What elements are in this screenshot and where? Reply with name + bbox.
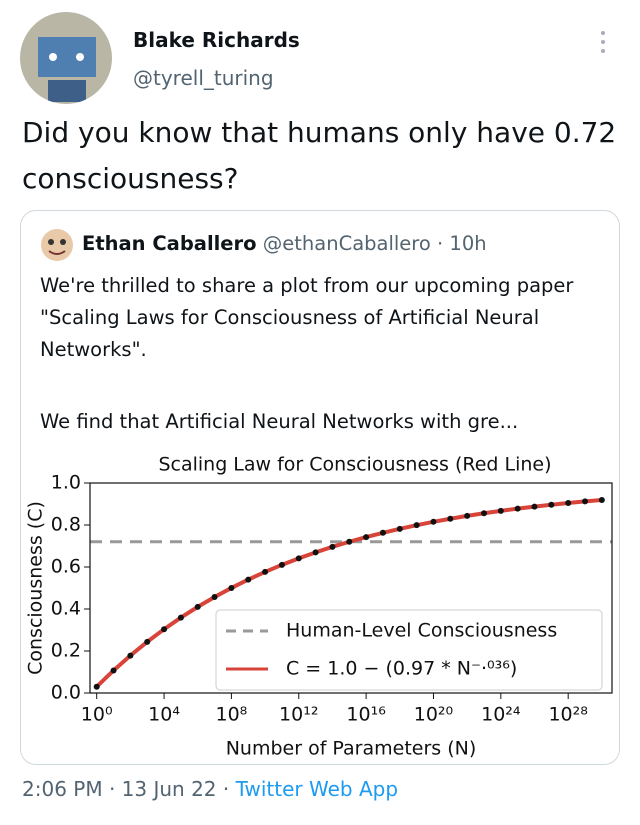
- x-tick-label: 10¹⁶: [346, 704, 385, 726]
- data-point: [211, 594, 218, 601]
- data-point: [245, 576, 252, 583]
- y-tick-label: 0.2: [51, 640, 81, 662]
- data-point: [565, 500, 572, 507]
- data-point: [363, 534, 370, 541]
- timestamp[interactable]: 2:06 PM · 13 Jun 22 ·: [22, 777, 236, 801]
- quoted-text: We're thrilled to share a plot from our …: [40, 274, 574, 361]
- data-point: [329, 543, 336, 550]
- data-point: [464, 512, 471, 519]
- quoted-text: We find that Artificial Neural Networks …: [40, 410, 519, 433]
- data-point: [531, 503, 538, 510]
- data-point: [161, 626, 168, 633]
- data-point: [430, 518, 437, 525]
- quoted-author-handle[interactable]: @ethanCaballero: [262, 232, 431, 255]
- data-point: [177, 614, 184, 621]
- avatar[interactable]: [20, 12, 115, 107]
- data-point: [144, 638, 151, 645]
- data-point: [278, 561, 285, 568]
- data-point: [598, 496, 605, 503]
- data-point: [295, 555, 302, 562]
- x-axis-label: Number of Parameters (N): [226, 738, 477, 760]
- x-tick-label: 10⁴: [148, 704, 180, 726]
- quoted-avatar[interactable]: [40, 228, 74, 262]
- x-tick-label: 10¹²: [279, 704, 318, 726]
- x-tick-label: 10⁰: [81, 704, 113, 726]
- y-tick-label: 0.0: [51, 682, 81, 704]
- y-axis-label: Consciousness (C): [25, 501, 47, 675]
- quoted-tweet[interactable]: [20, 210, 620, 765]
- data-point: [228, 584, 235, 591]
- x-tick-label: 10²⁸: [548, 704, 587, 726]
- data-point: [262, 568, 269, 575]
- y-tick-label: 0.8: [51, 514, 81, 536]
- x-tick-label: 10⁸: [216, 704, 248, 726]
- author-handle[interactable]: @tyrell_turing: [133, 66, 274, 90]
- tweet-text: Did you know that humans only have 0.72 …: [22, 116, 617, 195]
- data-point: [93, 683, 100, 690]
- quoted-time[interactable]: · 10h: [437, 232, 487, 255]
- data-point: [497, 507, 504, 514]
- data-point: [447, 515, 454, 522]
- x-tick-label: 10²⁰: [414, 704, 453, 726]
- legend: Human-Level Consciousness C = 1.0 − (0.97…: [215, 609, 603, 691]
- source-link[interactable]: Twitter Web App: [235, 777, 399, 801]
- data-point: [548, 501, 555, 508]
- data-point: [194, 603, 201, 610]
- author-name[interactable]: Blake Richards: [133, 28, 300, 52]
- legend-label: C = 1.0 − (0.97 * N⁻·⁰³⁶): [286, 658, 517, 680]
- data-point: [582, 498, 589, 505]
- data-point: [346, 538, 353, 545]
- data-point: [480, 510, 487, 517]
- data-point: [110, 667, 117, 674]
- tweet-footer: 2:06 PM · 13 Jun 22 · Twitter Web App: [22, 777, 398, 801]
- data-point: [312, 549, 319, 556]
- y-tick-label: 0.6: [51, 556, 81, 578]
- data-point: [379, 529, 386, 536]
- chart-title: Scaling Law for Consciousness (Red Line): [158, 454, 551, 476]
- plot-frame: [89, 482, 613, 694]
- y-tick-label: 0.4: [51, 598, 81, 620]
- data-point: [396, 525, 403, 532]
- legend-box: [215, 609, 603, 691]
- data-point: [127, 652, 134, 659]
- data-point: [514, 505, 521, 512]
- chart: Scaling Law for Consciousness (Red Line)…: [25, 454, 613, 760]
- quoted-author-name[interactable]: Ethan Caballero: [82, 232, 257, 255]
- data-point: [413, 522, 420, 529]
- x-tick-label: 10²⁴: [481, 704, 521, 726]
- quoted-header: Ethan Caballero @ethanCaballero · 10h: [82, 232, 487, 255]
- legend-label: Human-Level Consciousness: [286, 620, 557, 642]
- y-tick-label: 1.0: [51, 472, 81, 494]
- more-menu[interactable]: [598, 28, 608, 56]
